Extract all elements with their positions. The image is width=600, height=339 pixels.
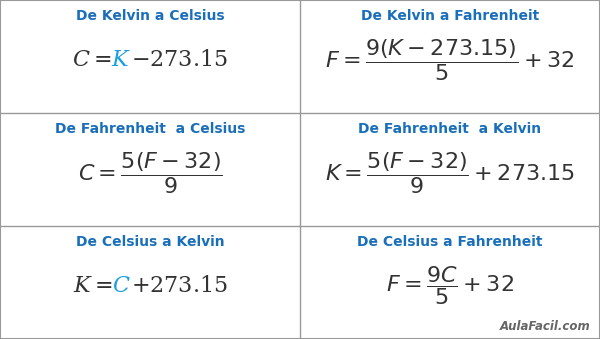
Text: De Fahrenheit  a Celsius: De Fahrenheit a Celsius <box>55 122 245 136</box>
Text: $\mathit{C} = \dfrac{5(\mathit{F} - 32)}{9}$: $\mathit{C} = \dfrac{5(\mathit{F} - 32)}… <box>77 150 223 196</box>
Text: De Kelvin a Fahrenheit: De Kelvin a Fahrenheit <box>361 9 539 23</box>
Text: $\mathit{F} = \dfrac{9\mathit{C}}{5} + 32$: $\mathit{F} = \dfrac{9\mathit{C}}{5} + 3… <box>386 264 514 307</box>
Text: De Kelvin a Celsius: De Kelvin a Celsius <box>76 9 224 23</box>
Text: De Fahrenheit  a Kelvin: De Fahrenheit a Kelvin <box>358 122 542 136</box>
Text: De Celsius a Kelvin: De Celsius a Kelvin <box>76 235 224 249</box>
Text: AulaFacil.com: AulaFacil.com <box>500 320 591 333</box>
Text: $\mathit{F} = \dfrac{9(\mathit{K} - 273.15)}{5} + 32$: $\mathit{F} = \dfrac{9(\mathit{K} - 273.… <box>325 37 575 83</box>
Text: De Celsius a Fahrenheit: De Celsius a Fahrenheit <box>357 235 543 249</box>
Text: $\mathit{K} = \dfrac{5(\mathit{F} - 32)}{9} + 273.15$: $\mathit{K} = \dfrac{5(\mathit{F} - 32)}… <box>325 150 575 196</box>
